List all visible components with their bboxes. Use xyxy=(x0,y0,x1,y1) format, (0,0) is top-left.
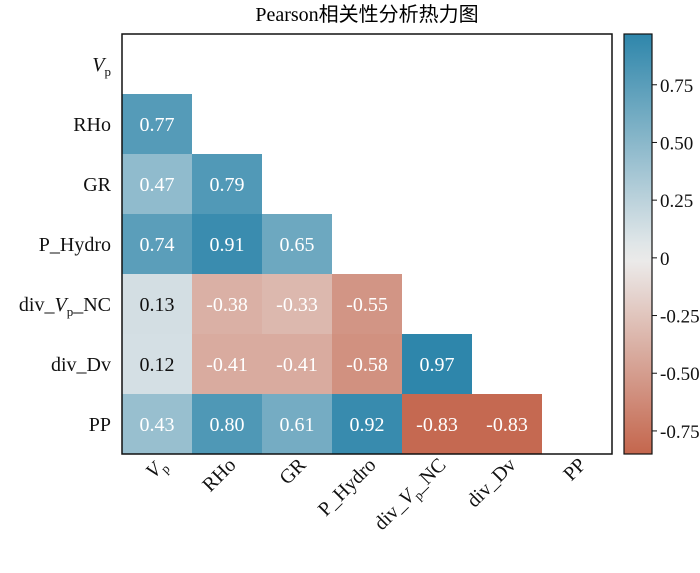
heatmap-cell xyxy=(122,214,192,274)
cell-value-label: 0.43 xyxy=(140,414,175,436)
heatmap-cell xyxy=(262,394,332,454)
heatmap-cell xyxy=(332,394,402,454)
x-tick-label: GR xyxy=(275,454,311,490)
y-tick-label: RHo xyxy=(73,114,111,136)
heatmap-cell xyxy=(192,334,262,394)
cell-value-label: -0.58 xyxy=(346,354,388,376)
y-tick-label: div_Dv xyxy=(51,354,111,376)
heatmap-cell xyxy=(122,94,192,154)
cell-value-label: 0.80 xyxy=(210,414,245,436)
cell-value-label: 0.91 xyxy=(210,234,245,256)
colorbar-tick-label: 0 xyxy=(660,249,670,270)
cell-value-label: -0.41 xyxy=(206,354,248,376)
x-tick-label: div_Vp_NC xyxy=(370,454,453,537)
colorbar-tick-label: 0.25 xyxy=(660,191,693,212)
heatmap-cell xyxy=(192,214,262,274)
x-tick-label: P_Hydro xyxy=(314,454,381,521)
y-tick-label: P_Hydro xyxy=(39,234,111,256)
cell-value-label: 0.61 xyxy=(280,414,315,436)
cell-value-label: -0.38 xyxy=(206,294,248,316)
cell-value-label: 0.12 xyxy=(140,354,175,376)
cell-value-label: 0.47 xyxy=(140,174,175,196)
heatmap-cell xyxy=(192,274,262,334)
plot-frame xyxy=(121,33,613,455)
cell-value-label: 0.65 xyxy=(280,234,315,256)
colorbar-tick-label: -0.75 xyxy=(660,422,700,443)
heatmap-cell xyxy=(122,274,192,334)
chart-title: Pearson相关性分析热力图 xyxy=(255,3,478,26)
x-tick-label: Vp xyxy=(142,454,173,485)
heatmap-cell xyxy=(122,334,192,394)
cell-value-label: -0.41 xyxy=(276,354,318,376)
y-tick-label: PP xyxy=(89,414,111,436)
cell-value-label: -0.33 xyxy=(276,294,318,316)
y-tick-label: div_Vp_NC xyxy=(19,294,111,319)
heatmap-cell xyxy=(262,214,332,274)
cell-value-label: 0.74 xyxy=(140,234,175,256)
colorbar-tick-label: -0.25 xyxy=(660,307,700,328)
heatmap-cell xyxy=(402,334,472,394)
cell-value-label: -0.83 xyxy=(416,414,458,436)
heatmap-cells: 0.77 0.47 0.79 0.74 0.91 0.65 0.13 -0.38 -0.33 -0… xyxy=(122,94,542,454)
colorbar-tick-label: 0.75 xyxy=(660,76,693,97)
colorbar: 0.75 0.50 0.25 0 -0.25 -0.50 -0.75 xyxy=(623,33,700,455)
heatmap-cell xyxy=(332,334,402,394)
x-tick-label: PP xyxy=(559,454,590,485)
colorbar-tick-label: 0.50 xyxy=(660,133,693,154)
colorbar-scale xyxy=(623,33,653,455)
heatmap-cell xyxy=(402,394,472,454)
x-tick-label: div_Dv xyxy=(463,454,521,512)
cell-value-label: -0.55 xyxy=(346,294,388,316)
cell-value-label: 0.97 xyxy=(420,354,455,376)
heatmap-cell xyxy=(472,394,542,454)
cell-value-label: 0.77 xyxy=(140,114,175,136)
x-tick-label: RHo xyxy=(198,454,240,496)
heatmap-cell xyxy=(122,154,192,214)
cell-value-label: 0.13 xyxy=(140,294,175,316)
heatmap-cell xyxy=(262,274,332,334)
heatmap-cell xyxy=(122,394,192,454)
cell-value-label: -0.83 xyxy=(486,414,528,436)
colorbar-tick-label: -0.50 xyxy=(660,364,700,385)
cell-value-label: 0.92 xyxy=(350,414,385,436)
heatmap-cell xyxy=(192,154,262,214)
y-tick-label: GR xyxy=(83,174,111,196)
heatmap-cell xyxy=(192,394,262,454)
heatmap-cell xyxy=(332,274,402,334)
y-tick-label: Vp xyxy=(92,54,111,79)
heatmap-cell xyxy=(262,334,332,394)
y-axis-labels: Vp RHo GR P_Hydro div_Vp_NC div_Dv PP xyxy=(19,54,112,436)
cell-value-label: 0.79 xyxy=(210,174,245,196)
